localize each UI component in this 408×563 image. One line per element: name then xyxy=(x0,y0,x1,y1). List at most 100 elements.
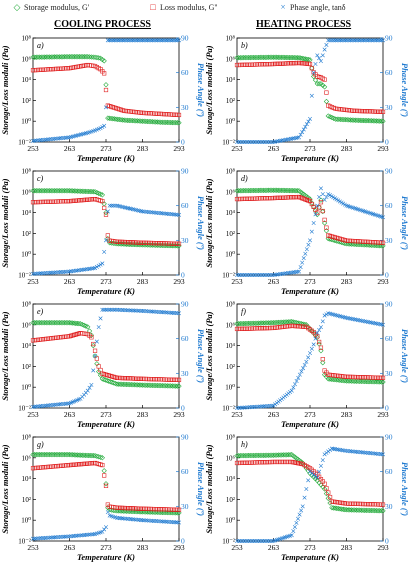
x-tick-label: 253 xyxy=(27,410,39,419)
series-phase xyxy=(30,38,182,143)
phase-point xyxy=(273,139,278,144)
phase-point xyxy=(152,38,157,43)
storage-point xyxy=(286,187,293,194)
phase-point xyxy=(241,405,246,410)
phase-point xyxy=(264,538,269,544)
x-tick-label: 253 xyxy=(27,277,39,286)
storage-point xyxy=(274,187,280,193)
storage-point xyxy=(287,452,293,458)
phase-point xyxy=(266,272,271,278)
cross-marker-icon: × xyxy=(280,2,286,12)
phase-point xyxy=(60,534,65,539)
phase-point xyxy=(130,308,135,313)
phase-point xyxy=(289,270,294,275)
phase-point xyxy=(244,538,249,544)
loss-point xyxy=(100,199,105,204)
storage-point xyxy=(158,119,164,125)
phase-point xyxy=(274,272,279,277)
phase-point xyxy=(147,210,152,215)
storage-point xyxy=(360,507,366,513)
phase-point xyxy=(59,534,64,539)
x-tick-label: 253 xyxy=(231,277,243,286)
storage-point xyxy=(373,118,380,124)
legend: ◇ Storage modulus, G' □ Loss modulus, G'' … xyxy=(0,0,408,16)
phase-point xyxy=(249,538,254,544)
series-phase xyxy=(30,510,182,541)
phase-point xyxy=(234,139,240,145)
phase-point xyxy=(47,535,52,540)
legend-item-phase: × Phase angle, tanδ xyxy=(278,2,345,13)
series-phase xyxy=(234,186,386,278)
phase-point xyxy=(118,38,123,43)
y-left-tick-label: 10⁴ xyxy=(226,475,236,483)
phase-point xyxy=(317,327,322,333)
phase-point xyxy=(158,519,163,524)
phase-point xyxy=(122,308,127,313)
series-storage xyxy=(30,54,182,126)
storage-point xyxy=(365,507,371,514)
phase-point xyxy=(107,203,112,208)
phase-point xyxy=(361,319,366,324)
phase-point xyxy=(59,136,64,141)
y-left-tick-label: 10² xyxy=(226,496,235,504)
phase-point xyxy=(256,404,261,409)
storage-point xyxy=(105,115,111,121)
y-left-tick-label: 10⁸ xyxy=(22,434,32,442)
phase-point xyxy=(152,309,157,314)
storage-point xyxy=(111,116,118,122)
loss-point xyxy=(322,77,327,82)
phase-point xyxy=(276,139,281,144)
phase-point xyxy=(249,272,254,278)
phase-point xyxy=(234,538,240,544)
phase-point xyxy=(374,451,379,456)
phase-point xyxy=(37,404,42,409)
y-left-tick-label: 10⁴ xyxy=(226,76,236,84)
phase-point xyxy=(170,38,175,43)
phase-point xyxy=(315,203,320,208)
phase-point xyxy=(32,404,37,409)
storage-point xyxy=(363,242,370,248)
phase-point xyxy=(299,369,304,374)
y-right-axis-label: Phase Angle (º) xyxy=(196,462,204,516)
panel-label: d) xyxy=(241,174,248,183)
phase-point xyxy=(81,267,86,272)
phase-point xyxy=(145,309,150,314)
storage-point xyxy=(294,55,301,61)
phase-point xyxy=(307,116,313,121)
chart-panel-g: g) 253 263 273 283 293 10⁻² 10⁰ 10² 10⁴ 10⁶ 10⁸ 0 30 6… xyxy=(0,433,204,563)
phase-point xyxy=(165,310,170,315)
storage-point xyxy=(318,348,324,354)
x-tick-label: 263 xyxy=(268,410,280,419)
phase-point xyxy=(55,402,60,407)
phase-point xyxy=(246,538,251,544)
phase-point xyxy=(62,269,67,274)
storage-point xyxy=(136,118,142,124)
storage-point xyxy=(112,380,118,387)
phase-point xyxy=(108,307,113,312)
storage-point xyxy=(350,378,356,384)
storage-point xyxy=(380,118,386,124)
phase-point xyxy=(89,532,94,537)
storage-point xyxy=(288,187,294,194)
phase-point xyxy=(346,38,351,43)
phase-point xyxy=(366,450,371,455)
phase-point xyxy=(138,209,143,214)
storage-point xyxy=(285,54,291,61)
y-left-tick-label: 10⁶ xyxy=(226,188,236,196)
series-loss xyxy=(234,60,386,114)
phase-point xyxy=(246,405,251,410)
y-left-tick-label: 10⁶ xyxy=(22,454,32,462)
phase-point xyxy=(306,355,311,360)
storage-point xyxy=(367,378,373,385)
loss-point xyxy=(320,208,325,214)
phase-point xyxy=(86,532,91,537)
phase-point xyxy=(65,269,70,274)
series-loss xyxy=(30,331,182,383)
phase-point xyxy=(112,38,117,43)
storage-point xyxy=(285,187,291,194)
y-right-tick-label: 90 xyxy=(181,167,189,176)
phase-point xyxy=(138,308,143,313)
x-tick-label: 283 xyxy=(341,410,353,419)
phase-point xyxy=(75,268,80,273)
phase-point xyxy=(65,401,70,406)
